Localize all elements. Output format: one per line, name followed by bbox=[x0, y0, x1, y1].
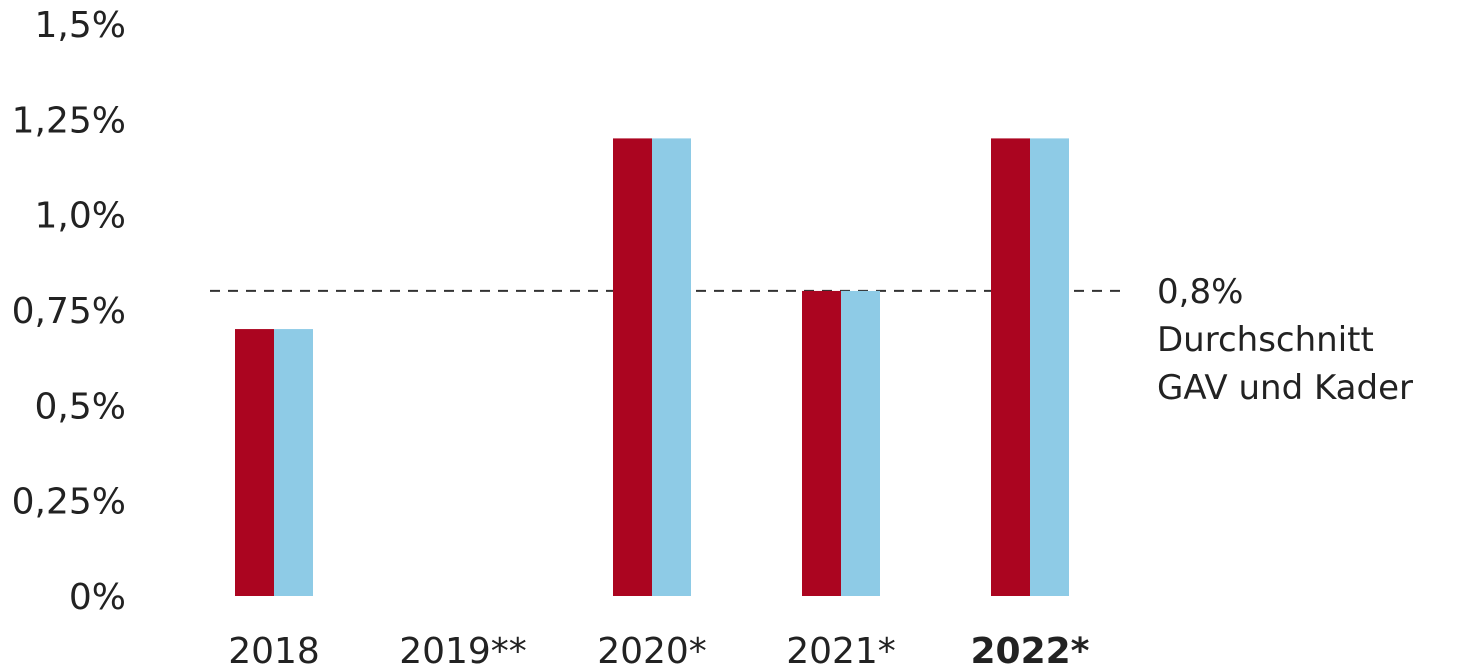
reference-label-line: Durchschnitt bbox=[1157, 320, 1374, 360]
reference-label-line: GAV und Kader bbox=[1157, 368, 1413, 408]
y-tick-label: 1,0% bbox=[35, 196, 126, 237]
bars-group bbox=[235, 138, 1069, 596]
x-axis-category-labels: 2018 2019** 2020* 2021* 2022* bbox=[228, 631, 1089, 670]
bar bbox=[652, 138, 691, 596]
y-tick-label: 1,25% bbox=[12, 100, 126, 141]
bar bbox=[841, 290, 880, 596]
bar bbox=[613, 138, 652, 596]
x-category-label: 2019** bbox=[399, 631, 527, 670]
bar bbox=[274, 329, 313, 596]
reference-line-label: 0,8% Durchschnitt GAV und Kader bbox=[1157, 272, 1413, 408]
bar bbox=[802, 290, 841, 596]
y-axis-tick-labels: 0% 0,25% 0,5% 0,75% 1,0% 1,25% 1,5% bbox=[12, 5, 126, 618]
y-tick-label: 1,5% bbox=[35, 5, 126, 46]
y-tick-label: 0,25% bbox=[12, 482, 126, 523]
bar bbox=[991, 138, 1030, 596]
x-category-label: 2018 bbox=[228, 631, 320, 670]
x-category-label: 2020* bbox=[597, 631, 707, 670]
reference-label-line: 0,8% bbox=[1157, 272, 1243, 312]
bar bbox=[235, 329, 274, 596]
bar bbox=[1030, 138, 1069, 596]
y-tick-label: 0% bbox=[69, 577, 126, 618]
x-category-label: 2021* bbox=[786, 631, 896, 670]
y-tick-label: 0,5% bbox=[35, 386, 126, 427]
x-category-label: 2022* bbox=[970, 631, 1089, 670]
y-tick-label: 0,75% bbox=[12, 291, 126, 332]
